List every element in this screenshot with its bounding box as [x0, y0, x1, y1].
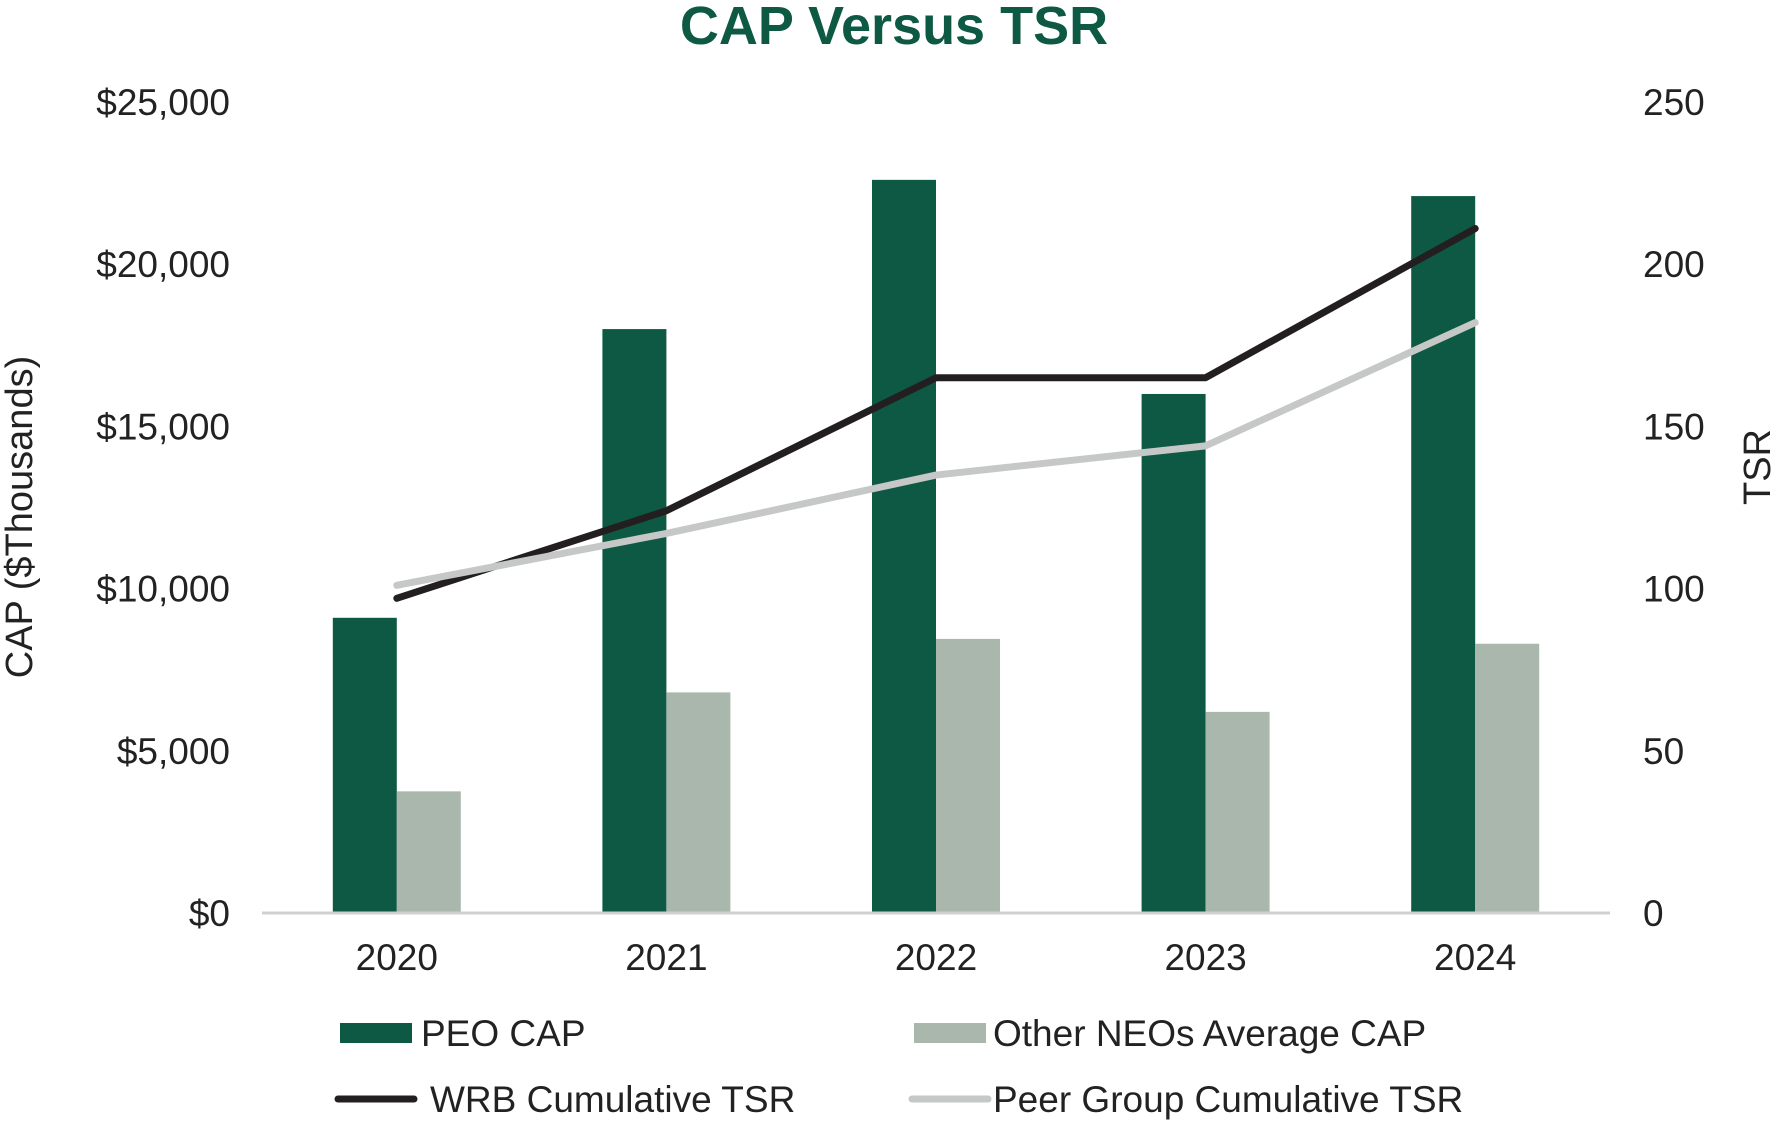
lines-layer [393, 225, 1479, 602]
y-tick-label: $25,000 [96, 82, 230, 123]
bar-other-neos-average-cap-2021 [666, 692, 731, 913]
bar-peo-cap-2021 [602, 329, 667, 914]
bar-other-neos-average-cap-2022 [936, 638, 1000, 913]
legend-item-peer-group-cumulative-tsr: Peer Group Cumulative TSR [908, 1079, 1463, 1120]
line-peer-group-cumulative-tsr [393, 319, 1479, 589]
bar-peo-cap-2024 [1411, 196, 1476, 914]
bar-other-neos-average-cap-2024 [1475, 643, 1540, 913]
bar-peo-cap-2023 [1141, 393, 1206, 914]
y-tick-label: $15,000 [96, 406, 230, 447]
y-tick-label: $20,000 [96, 244, 230, 285]
left-axis-label: CAP ($Thousands) [0, 356, 41, 678]
chart-title: CAP Versus TSR [680, 0, 1108, 56]
y-tick-label: $5,000 [117, 731, 230, 772]
y2-tick-label: 150 [1643, 406, 1705, 447]
x-tick-label: 2024 [1434, 937, 1516, 978]
right-axis-label: TSR [1737, 429, 1779, 505]
x-tick-label: 2020 [356, 937, 438, 978]
left-axis-ticks: $0 $5,000 $10,000 $15,000 $20,000 $25,000 [96, 82, 230, 934]
x-tick-label: 2022 [895, 937, 977, 978]
y2-tick-label: 50 [1643, 731, 1684, 772]
bar-peo-cap-2020 [332, 617, 397, 913]
legend-label-other-neos-average-cap: Other NEOs Average CAP [993, 1013, 1426, 1054]
y-tick-label: $0 [189, 893, 230, 934]
y2-tick-label: 200 [1643, 244, 1705, 285]
bar-other-neos-average-cap-2023 [1205, 711, 1270, 913]
legend: PEO CAP Other NEOs Average CAP WRB Cumul… [334, 1013, 1463, 1120]
legend-item-peo-cap: PEO CAP [340, 1013, 586, 1054]
right-axis-ticks: 0 50 100 150 200 250 [1643, 82, 1705, 934]
x-tick-label: 2023 [1164, 937, 1246, 978]
legend-swatch-peo-cap [340, 1023, 412, 1043]
legend-swatch-other-neos-average-cap [914, 1023, 986, 1043]
x-tick-label: 2021 [625, 937, 707, 978]
bars-layer [332, 179, 1540, 914]
legend-label-peo-cap: PEO CAP [421, 1013, 586, 1054]
y-tick-label: $10,000 [96, 569, 230, 610]
y2-tick-label: 250 [1643, 82, 1705, 123]
bar-peo-cap-2022 [872, 179, 936, 913]
y2-tick-label: 100 [1643, 569, 1705, 610]
x-axis-ticks: 2020 2021 2022 2023 2024 [356, 937, 1517, 978]
legend-item-other-neos-average-cap: Other NEOs Average CAP [914, 1013, 1426, 1054]
legend-item-wrb-cumulative-tsr: WRB Cumulative TSR [334, 1079, 795, 1120]
bar-other-neos-average-cap-2020 [396, 791, 461, 913]
legend-label-peer-group-cumulative-tsr: Peer Group Cumulative TSR [993, 1079, 1463, 1120]
y2-tick-label: 0 [1643, 893, 1664, 934]
legend-label-wrb-cumulative-tsr: WRB Cumulative TSR [430, 1079, 795, 1120]
line-wrb-cumulative-tsr [393, 225, 1479, 602]
